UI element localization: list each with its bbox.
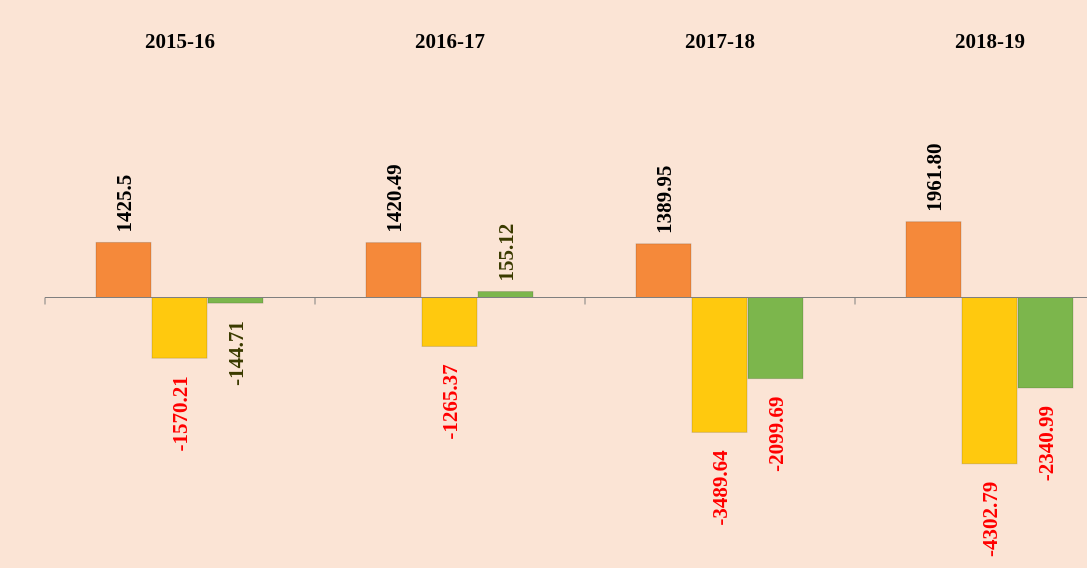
category-label: 2017-18 xyxy=(685,29,755,53)
bar xyxy=(1017,297,1074,389)
category-label: 2018-19 xyxy=(955,29,1025,53)
category-label: 2015-16 xyxy=(145,29,215,53)
bar xyxy=(905,221,962,299)
plot-background xyxy=(0,0,1087,568)
data-label: -2099.69 xyxy=(764,397,788,472)
bar xyxy=(635,243,692,299)
data-label: -1265.37 xyxy=(438,364,462,439)
data-label: -3489.64 xyxy=(708,450,732,526)
data-label: 1425.5 xyxy=(112,175,136,233)
data-label: -144.71 xyxy=(224,321,248,386)
bar xyxy=(207,297,264,304)
bar xyxy=(95,241,152,299)
data-label: -2340.99 xyxy=(1034,406,1058,481)
data-label: 1389.95 xyxy=(652,166,676,234)
data-label: 1961.80 xyxy=(922,143,946,211)
category-label: 2016-17 xyxy=(415,29,485,53)
bar xyxy=(691,297,748,433)
bar xyxy=(961,297,1018,465)
bar xyxy=(151,297,208,359)
data-label: 155.12 xyxy=(494,224,518,282)
bar xyxy=(421,297,478,347)
bar xyxy=(477,291,534,299)
data-label: -4302.79 xyxy=(978,482,1002,557)
bar xyxy=(747,297,804,380)
bar xyxy=(365,242,422,299)
data-label: 1420.49 xyxy=(382,164,406,232)
data-label: -1570.21 xyxy=(168,376,192,451)
